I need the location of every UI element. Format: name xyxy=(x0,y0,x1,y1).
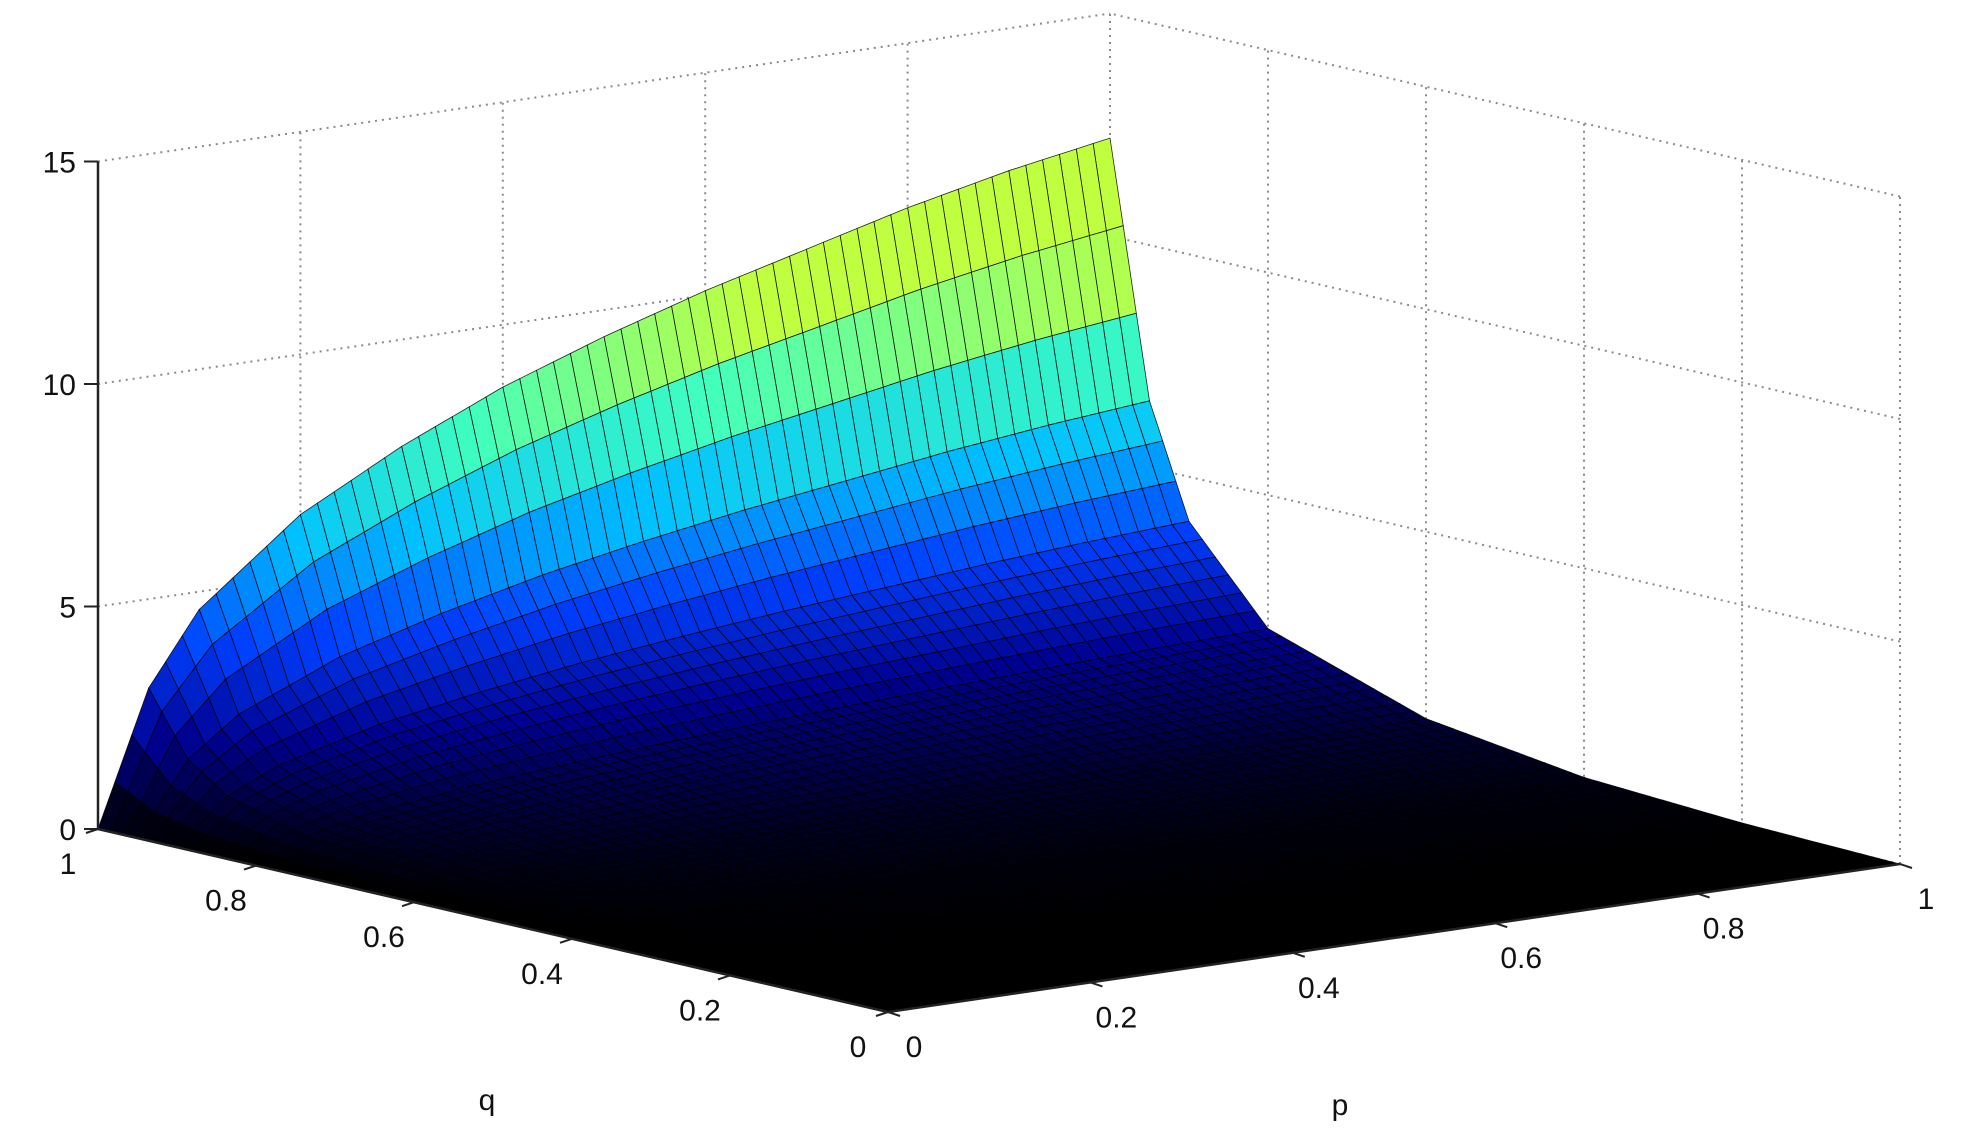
q-axis-line xyxy=(97,827,889,1014)
p-tick-mark xyxy=(1494,922,1508,929)
surface-layer xyxy=(97,137,1901,1013)
p-tick-label: 0 xyxy=(906,1031,923,1064)
y-axis-label: q xyxy=(479,1084,496,1117)
grid-line-qwall-z xyxy=(1109,12,1901,198)
p-tick-mark xyxy=(1090,981,1103,988)
z-tick-label: 0 xyxy=(59,814,76,847)
grid-line-pwall-z xyxy=(97,235,1111,385)
p-tick-mark xyxy=(887,1011,901,1017)
p-tick-label: 1 xyxy=(1918,883,1935,916)
x-axis-label: p xyxy=(1332,1089,1349,1122)
p-axis-line xyxy=(887,862,1901,1014)
q-tick-label: 0.6 xyxy=(363,921,405,954)
q-tick-mark xyxy=(85,828,99,834)
q-tick-mark xyxy=(875,1011,889,1017)
p-tick-mark xyxy=(1899,863,1913,869)
grid-line-qwall-z xyxy=(1109,235,1901,420)
p-tick-mark xyxy=(1697,892,1710,899)
p-tick-mark xyxy=(1292,951,1306,958)
z-tick-label: 5 xyxy=(59,592,76,625)
q-tick-label: 0.2 xyxy=(679,994,721,1027)
p-tick-label: 0.2 xyxy=(1096,1001,1138,1034)
q-tick-mark xyxy=(243,864,257,871)
q-tick-label: 0.4 xyxy=(521,958,563,991)
q-tick-label: 1 xyxy=(60,848,77,881)
q-tick-mark xyxy=(717,974,731,981)
q-tick-label: 0.8 xyxy=(205,885,247,918)
p-tick-label: 0.8 xyxy=(1703,913,1745,946)
p-tick-label: 0.4 xyxy=(1298,972,1340,1005)
axes-layer xyxy=(84,160,1913,1017)
grid-line-pwall-z xyxy=(97,12,1111,163)
p-tick-label: 0.6 xyxy=(1500,942,1542,975)
q-tick-mark xyxy=(401,901,415,908)
q-tick-label: 0 xyxy=(850,1031,867,1064)
z-tick-label: 10 xyxy=(43,369,76,402)
z-tick-label: 15 xyxy=(43,147,76,180)
q-tick-mark xyxy=(559,937,573,944)
